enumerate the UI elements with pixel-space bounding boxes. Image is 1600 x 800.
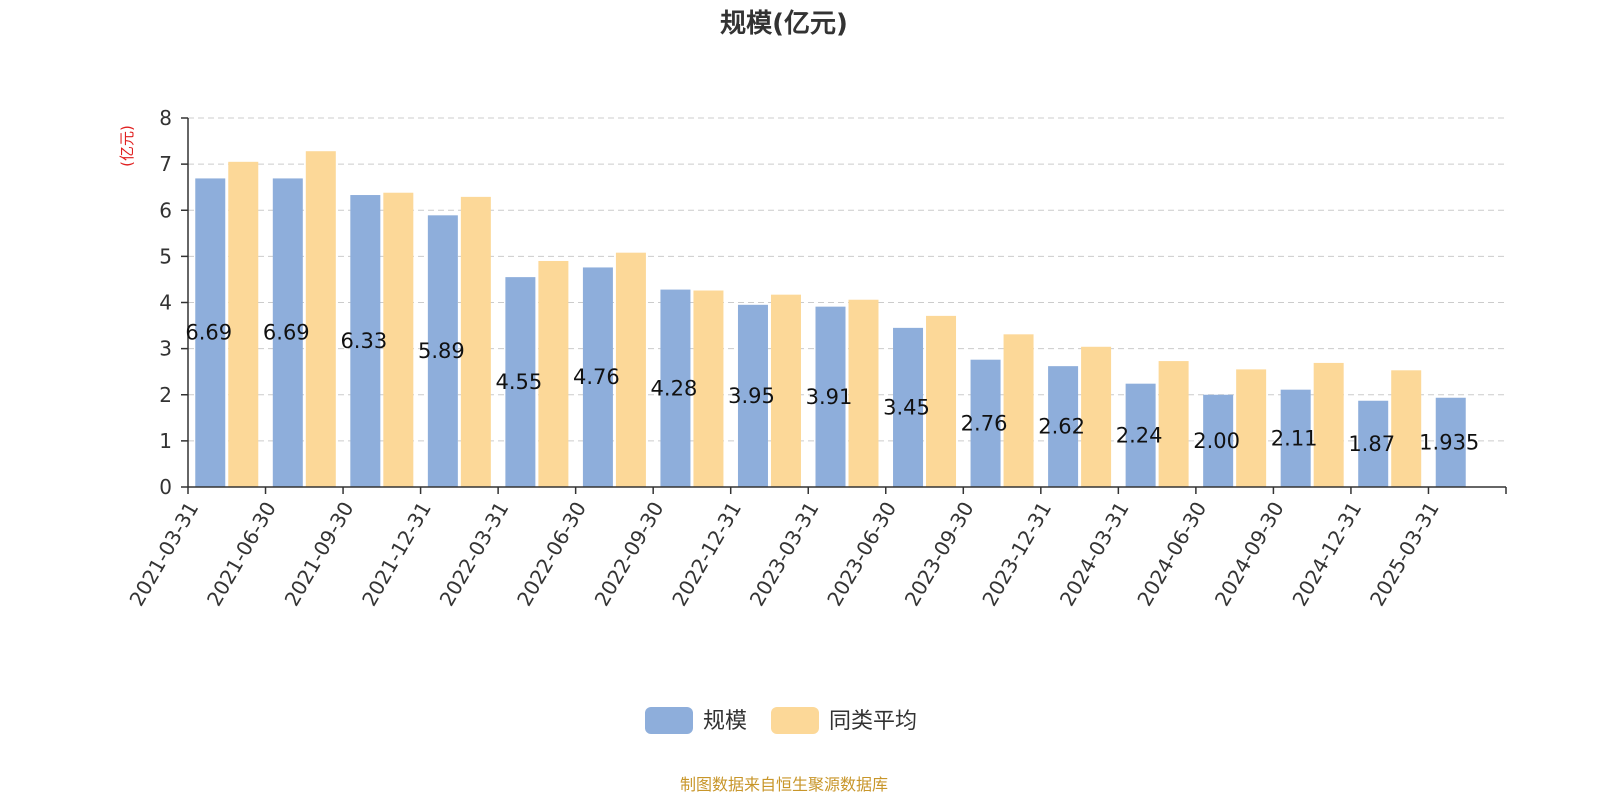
bar-peer-avg-2022-06-30 <box>615 252 646 487</box>
value-label-2022-03-31: 4.55 <box>495 370 542 394</box>
value-label-2022-09-30: 4.28 <box>651 376 698 400</box>
x-tick-label-2022-12-31: 2022-12-31 <box>667 498 746 611</box>
legend-item-peer-avg-label: 同类平均 <box>829 709 917 734</box>
x-tick-label-2022-09-30: 2022-09-30 <box>590 498 669 611</box>
bar-peer-avg-2024-03-31 <box>1158 361 1189 487</box>
bar-scale-2023-06-30 <box>893 327 924 487</box>
legend: 规模 同类平均 <box>645 707 917 734</box>
bar-scale-2021-12-31 <box>427 215 458 488</box>
x-tick-label-2022-03-31: 2022-03-31 <box>435 498 514 611</box>
value-label-2022-12-31: 3.95 <box>728 384 775 408</box>
value-label-2024-12-31: 1.87 <box>1348 432 1395 456</box>
bar-peer-avg-2021-06-30 <box>305 151 336 487</box>
bar-peer-avg-2022-03-31 <box>538 260 569 487</box>
x-tick-label-2024-09-30: 2024-09-30 <box>1210 498 1289 611</box>
y-tick-label-3: 3 <box>159 337 172 361</box>
bar-scale-2023-03-31 <box>815 306 846 487</box>
bar-scale-2023-09-30 <box>970 359 1001 487</box>
chart-title: 规模(亿元) <box>720 9 848 39</box>
value-label-2024-09-30: 2.11 <box>1271 426 1318 450</box>
bar-scale-2023-12-31 <box>1048 366 1079 487</box>
y-tick-label-7: 7 <box>159 152 172 176</box>
bar-scale-2022-12-31 <box>737 304 768 487</box>
bar-scale-2024-09-30 <box>1280 389 1311 487</box>
bar-peer-avg-2021-03-31 <box>228 161 259 487</box>
bar-scale-2025-03-31 <box>1435 397 1466 487</box>
value-label-2021-03-31: 6.69 <box>185 321 232 345</box>
x-tick-label-2025-03-31: 2025-03-31 <box>1365 498 1444 611</box>
bar-peer-avg-2024-12-31 <box>1391 370 1422 487</box>
bar-peer-avg-2024-06-30 <box>1236 369 1267 487</box>
value-label-2023-06-30: 3.45 <box>883 395 930 419</box>
value-label-2022-06-30: 4.76 <box>573 365 620 389</box>
bar-peer-avg-2023-03-31 <box>848 299 879 487</box>
bar-peer-avg-2023-09-30 <box>1003 334 1034 487</box>
bar-peer-avg-2021-09-30 <box>383 192 414 487</box>
x-tick-label-2021-12-31: 2021-12-31 <box>357 498 436 611</box>
value-label-2024-06-30: 2.00 <box>1193 429 1240 453</box>
y-tick-label-6: 6 <box>159 198 172 222</box>
legend-item-scale-label: 规模 <box>703 709 747 734</box>
bar-peer-avg-2022-09-30 <box>693 290 724 487</box>
x-tick-label-2023-06-30: 2023-06-30 <box>822 498 901 611</box>
value-label-2023-03-31: 3.91 <box>806 385 853 409</box>
bar-scale-2024-06-30 <box>1203 394 1234 487</box>
bar-layer <box>195 151 1466 488</box>
x-tick-label-2021-09-30: 2021-09-30 <box>279 498 358 611</box>
label-layer: 6.69 6.69 6.33 5.89 4.55 4.76 4.28 3.95 3.91 3.45… <box>185 321 1479 456</box>
x-tick-label-2024-03-31: 2024-03-31 <box>1055 498 1134 611</box>
value-label-2024-03-31: 2.24 <box>1116 423 1163 447</box>
bar-peer-avg-2023-12-31 <box>1081 346 1112 487</box>
x-tick-label-2024-06-30: 2024-06-30 <box>1132 498 1211 611</box>
bar-scale-2024-12-31 <box>1358 400 1389 487</box>
x-tick-label-2023-09-30: 2023-09-30 <box>900 498 979 611</box>
y-tick-label-4: 4 <box>159 291 172 315</box>
bar-peer-avg-2021-12-31 <box>460 196 491 487</box>
value-label-2023-09-30: 2.76 <box>961 411 1008 435</box>
y-axis-unit: (亿元) <box>118 125 136 167</box>
x-tick-label-2022-06-30: 2022-06-30 <box>512 498 591 611</box>
y-tick-label-8: 8 <box>159 106 172 130</box>
bar-scale-2021-06-30 <box>272 178 303 487</box>
bar-scale-2024-03-31 <box>1125 383 1156 487</box>
x-tick-label-2023-12-31: 2023-12-31 <box>977 498 1056 611</box>
x-tick-label-2024-12-31: 2024-12-31 <box>1287 498 1366 611</box>
bar-scale-2022-06-30 <box>582 267 613 487</box>
bar-scale-2022-03-31 <box>505 277 536 487</box>
legend-item-scale-swatch <box>645 707 693 734</box>
legend-item-peer-avg-swatch <box>771 707 819 734</box>
x-tick-label-2023-03-31: 2023-03-31 <box>745 498 824 611</box>
value-label-2021-06-30: 6.69 <box>263 321 310 345</box>
y-tick-label-0: 0 <box>159 475 172 499</box>
bar-scale-2021-03-31 <box>195 178 226 487</box>
bar-scale-2022-09-30 <box>660 289 691 487</box>
value-label-2025-03-31: 1.935 <box>1419 430 1479 454</box>
value-label-2021-09-30: 6.33 <box>340 329 387 353</box>
y-tick-label-1: 1 <box>159 429 172 453</box>
y-tick-label-5: 5 <box>159 244 172 268</box>
bar-peer-avg-2024-09-30 <box>1313 362 1344 487</box>
bar-peer-avg-2022-12-31 <box>770 294 801 487</box>
x-tick-label-2021-03-31: 2021-03-31 <box>124 498 203 611</box>
y-tick-label-2: 2 <box>159 383 172 407</box>
source-note: 制图数据来自恒生聚源数据库 <box>680 775 888 794</box>
bar-peer-avg-2023-06-30 <box>926 315 957 487</box>
x-tick-label-2021-06-30: 2021-06-30 <box>202 498 281 611</box>
value-label-2023-12-31: 2.62 <box>1038 415 1085 439</box>
bar-scale-2021-09-30 <box>350 195 381 487</box>
value-label-2021-12-31: 5.89 <box>418 339 465 363</box>
